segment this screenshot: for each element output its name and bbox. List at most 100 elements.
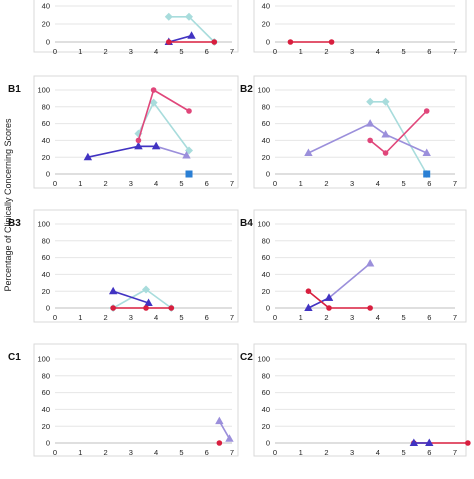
x-tick-label: 4: [154, 313, 158, 322]
y-tick-label: 0: [46, 38, 50, 47]
data-point-circle: [326, 305, 332, 311]
y-tick-label: 40: [42, 405, 50, 414]
y-tick-label: 20: [42, 287, 50, 296]
x-tick-label: 6: [205, 448, 209, 457]
x-tick-label: 2: [324, 313, 328, 322]
data-point-circle: [216, 440, 223, 446]
panel-b1: 0 20 40 60 80 100 0 1 2 3 4 5 6 7 B1: [8, 75, 239, 189]
y-tick-label: 0: [266, 38, 270, 47]
y-tick-label: 0: [266, 304, 270, 313]
x-tick-label: 7: [453, 448, 457, 457]
x-tick-label: 7: [230, 47, 234, 56]
x-tick-label: 3: [350, 313, 354, 322]
x-tick-label: 2: [103, 313, 107, 322]
data-point-triangle: [304, 303, 313, 311]
data-point-triangle: [365, 119, 375, 127]
x-tick-label: 3: [350, 179, 354, 188]
panel-frame: [33, 75, 239, 189]
x-tick-label: 7: [453, 47, 457, 56]
x-tick-label: 4: [154, 448, 158, 457]
panel-label: C2: [240, 352, 253, 363]
panel-b3: 0 20 40 60 80 100 0 1 2 3 4 5 6 7 B3: [8, 209, 239, 323]
data-point-diamond: [142, 285, 151, 294]
data-point-triangle: [182, 151, 191, 159]
panel-frame: [253, 343, 467, 457]
x-tick-label: 3: [129, 47, 133, 56]
panel-c2: 0 20 40 60 80 100 0 1 2 3 4 5 6 7 C2: [240, 343, 471, 457]
x-tick-label: 0: [53, 448, 57, 457]
data-point-square: [423, 170, 431, 178]
x-tick-label: 2: [324, 448, 328, 457]
x-tick-label: 5: [401, 47, 405, 56]
data-point-triangle: [187, 31, 196, 39]
y-tick-label: 100: [37, 86, 50, 95]
x-tick-label: 4: [376, 179, 380, 188]
x-tick-label: 0: [273, 448, 277, 457]
series-line-dark_blue: [112, 290, 149, 304]
y-tick-label: 100: [257, 86, 270, 95]
data-point-circle: [211, 39, 218, 45]
y-tick-label: 20: [42, 20, 50, 29]
data-point-diamond: [149, 98, 158, 107]
data-point-circle: [150, 87, 157, 93]
data-point-circle: [135, 137, 142, 144]
data-point-triangle: [134, 141, 143, 150]
y-tick-label: 40: [42, 270, 50, 279]
x-tick-label: 5: [401, 179, 405, 188]
data-point-circle: [168, 305, 175, 311]
y-tick-label: 40: [42, 2, 50, 11]
data-point-triangle: [304, 148, 313, 156]
x-tick-label: 1: [299, 313, 303, 322]
y-tick-label: 100: [257, 220, 270, 229]
x-tick-label: 5: [179, 47, 183, 56]
panel-frame: [253, 209, 467, 323]
x-tick-label: 4: [376, 47, 380, 56]
data-point-circle: [382, 150, 389, 156]
x-tick-label: 2: [103, 47, 107, 56]
x-tick-label: 5: [179, 448, 183, 457]
x-tick-label: 0: [53, 179, 57, 188]
data-point-diamond: [366, 97, 375, 106]
x-tick-label: 1: [78, 313, 82, 322]
data-point-circle: [465, 440, 471, 446]
x-tick-label: 3: [350, 47, 354, 56]
series-line-purple: [328, 262, 371, 299]
data-point-triangle: [144, 298, 153, 306]
panel-c1: 0 20 40 60 80 100 0 1 2 3 4 5 6 7 C1: [8, 343, 239, 457]
x-tick-label: 6: [427, 448, 431, 457]
data-point-diamond: [185, 12, 194, 21]
y-tick-label: 80: [262, 102, 270, 111]
x-tick-label: 7: [453, 179, 457, 188]
x-tick-label: 7: [230, 448, 234, 457]
y-tick-label: 20: [42, 422, 50, 431]
panel-label: B4: [240, 218, 253, 229]
x-tick-label: 1: [78, 448, 82, 457]
series-line-dark_blue: [168, 34, 192, 43]
y-tick-label: 20: [42, 153, 50, 162]
x-tick-label: 2: [103, 448, 107, 457]
data-point-circle: [110, 305, 116, 311]
x-tick-label: 2: [324, 179, 328, 188]
data-point-triangle: [108, 286, 118, 295]
data-point-circle: [328, 39, 335, 45]
data-point-triangle: [409, 438, 419, 446]
panel-frame: [33, 343, 239, 457]
y-tick-label: 0: [46, 170, 50, 179]
y-tick-label: 20: [262, 20, 270, 29]
data-point-circle: [305, 288, 312, 295]
data-point-triangle: [83, 152, 93, 161]
x-tick-label: 0: [53, 313, 57, 322]
x-tick-label: 2: [324, 47, 328, 56]
x-tick-label: 6: [205, 47, 209, 56]
data-point-circle: [423, 108, 430, 114]
x-tick-label: 5: [179, 179, 183, 188]
x-tick-label: 0: [53, 47, 57, 56]
panel-top-2: 0 20 40 0 1 2 3 4 5 6 7: [253, 0, 467, 56]
data-point-circle: [367, 305, 373, 311]
x-tick-label: 1: [299, 448, 303, 457]
panel-frame: [253, 75, 467, 189]
y-tick-label: 0: [46, 439, 50, 448]
x-tick-label: 3: [129, 313, 133, 322]
x-tick-label: 1: [78, 179, 82, 188]
